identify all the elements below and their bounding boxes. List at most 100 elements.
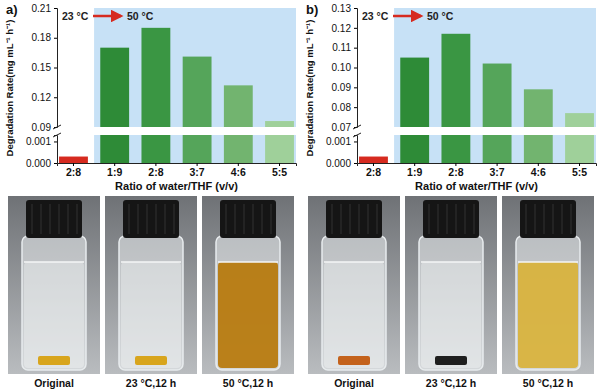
y-tick: 0.000 bbox=[326, 158, 357, 169]
x-tick-label: 2:8 bbox=[148, 166, 163, 178]
vial-cap-ridge bbox=[377, 204, 378, 234]
y-tick: 0.13 bbox=[332, 3, 357, 14]
x-tick-label: 4:6 bbox=[231, 166, 246, 178]
y-tick-label: 0.13 bbox=[332, 3, 352, 14]
y-tick-mark bbox=[54, 8, 57, 9]
y-tick-mark bbox=[54, 38, 57, 39]
x-tick-label: 5:5 bbox=[572, 166, 587, 178]
y-tick: 0.11 bbox=[332, 42, 357, 53]
y-tick-label: 0.18 bbox=[32, 32, 52, 43]
vial-liquid bbox=[518, 262, 578, 368]
y-tick-mark bbox=[354, 107, 357, 108]
panel-label: b) bbox=[306, 2, 318, 17]
x-tick-label: 3:7 bbox=[190, 166, 205, 178]
vial-cap-ridge bbox=[165, 204, 166, 234]
bar bbox=[141, 28, 170, 127]
vial-meniscus bbox=[518, 261, 578, 263]
y-tick: 0.09 bbox=[32, 122, 57, 133]
vial-cap-ridge bbox=[235, 204, 236, 234]
photo-background bbox=[202, 196, 294, 374]
bar bbox=[359, 157, 388, 163]
vial-cap-ridge bbox=[359, 204, 360, 234]
vial-cap bbox=[423, 200, 479, 238]
vial-cap-ridge bbox=[332, 204, 333, 234]
bars bbox=[100, 28, 294, 127]
y-tick-label: 0.000 bbox=[326, 158, 351, 169]
vial-cap-ridge bbox=[544, 204, 545, 234]
vial-cap bbox=[220, 200, 276, 238]
axis-break bbox=[353, 125, 361, 129]
x-tick: 4:6 bbox=[531, 163, 546, 178]
vial-cap-ridge bbox=[456, 204, 457, 234]
figure: 0.0000.0010.090.120.150.180.212:81:92:83… bbox=[0, 0, 600, 391]
axis-break bbox=[53, 133, 61, 137]
y-tick: 0.000 bbox=[26, 158, 57, 169]
x-tick: 3:7 bbox=[490, 163, 505, 178]
vial-cap-ridge bbox=[271, 204, 272, 234]
vial-cap-ridge bbox=[429, 204, 430, 234]
annotation-arrow bbox=[393, 15, 421, 18]
x-axis-line bbox=[58, 164, 297, 167]
vial-cap-ridge bbox=[526, 204, 527, 234]
y-tick-mark bbox=[54, 97, 57, 98]
y-tick-label: 0.09 bbox=[332, 82, 352, 93]
vial-cap-ridge bbox=[174, 204, 175, 234]
vial-cap-ridge bbox=[368, 204, 369, 234]
x-tick: 1:9 bbox=[107, 163, 122, 178]
y-tick-mark bbox=[354, 28, 357, 29]
vial-cap-ridge bbox=[138, 204, 139, 234]
y-axis: 0.000 0.001 bbox=[326, 136, 358, 169]
vial-cap bbox=[520, 200, 576, 238]
y-tick-label: 0.12 bbox=[332, 23, 352, 34]
x-tick-label: 1:9 bbox=[107, 166, 122, 178]
y-axis: 0.0000.001 bbox=[26, 136, 58, 169]
vial-cap-ridge bbox=[438, 204, 439, 234]
y-tick-mark bbox=[354, 87, 357, 88]
y-tick: 0.001 bbox=[326, 136, 357, 147]
photo-background bbox=[8, 196, 100, 374]
photo-background bbox=[308, 196, 400, 374]
vial-sample bbox=[338, 356, 370, 365]
bar bbox=[183, 57, 212, 127]
x-tick: 2:8 bbox=[66, 163, 81, 178]
x-tick-label: 3:7 bbox=[490, 166, 505, 178]
y-tick-mark bbox=[354, 8, 357, 9]
x-axis-title: Ratio of water/THF (v/v) bbox=[115, 180, 238, 192]
bar-group bbox=[400, 34, 594, 127]
vial-liquid bbox=[24, 262, 84, 368]
bars bbox=[359, 135, 594, 163]
vial-liquid bbox=[218, 262, 278, 368]
temperature-shade bbox=[94, 8, 296, 127]
photo-panel: Original23 °C,12 h50 °C,12 h bbox=[8, 196, 294, 389]
vial-cap-ridge bbox=[350, 204, 351, 234]
photo-caption: 50 °C,12 h bbox=[223, 377, 273, 389]
bar-group bbox=[359, 135, 594, 163]
vial-meniscus bbox=[421, 261, 481, 263]
y-tick: 0.18 bbox=[32, 32, 57, 43]
vial-sample bbox=[135, 356, 167, 365]
vial-cap-ridge bbox=[59, 204, 60, 234]
y-axis-title: Degradation Rate(mg mL⁻¹ h⁻¹) bbox=[304, 20, 315, 157]
bar bbox=[265, 135, 294, 163]
vial-cap bbox=[123, 200, 179, 238]
vial-cap-ridge bbox=[447, 204, 448, 234]
photo-caption: Original bbox=[334, 377, 374, 389]
axis-break bbox=[53, 125, 61, 129]
vial-cap-ridge bbox=[147, 204, 148, 234]
y-axis-line bbox=[354, 136, 358, 164]
vial-cap-ridge bbox=[562, 204, 563, 234]
bar bbox=[224, 85, 253, 127]
vial-meniscus bbox=[324, 261, 384, 263]
vial-meniscus bbox=[121, 261, 181, 263]
bar bbox=[224, 135, 253, 163]
bar bbox=[524, 135, 553, 163]
y-tick-mark bbox=[54, 141, 57, 142]
bar bbox=[100, 48, 129, 127]
vial-cap-ridge bbox=[68, 204, 69, 234]
vial-cap-ridge bbox=[77, 204, 78, 234]
vial-cap-ridge bbox=[253, 204, 254, 234]
x-tick: 1:9 bbox=[407, 163, 422, 178]
annotation: 23 °C bbox=[62, 10, 89, 22]
bar bbox=[141, 135, 170, 163]
x-tick: 5:5 bbox=[272, 163, 287, 178]
